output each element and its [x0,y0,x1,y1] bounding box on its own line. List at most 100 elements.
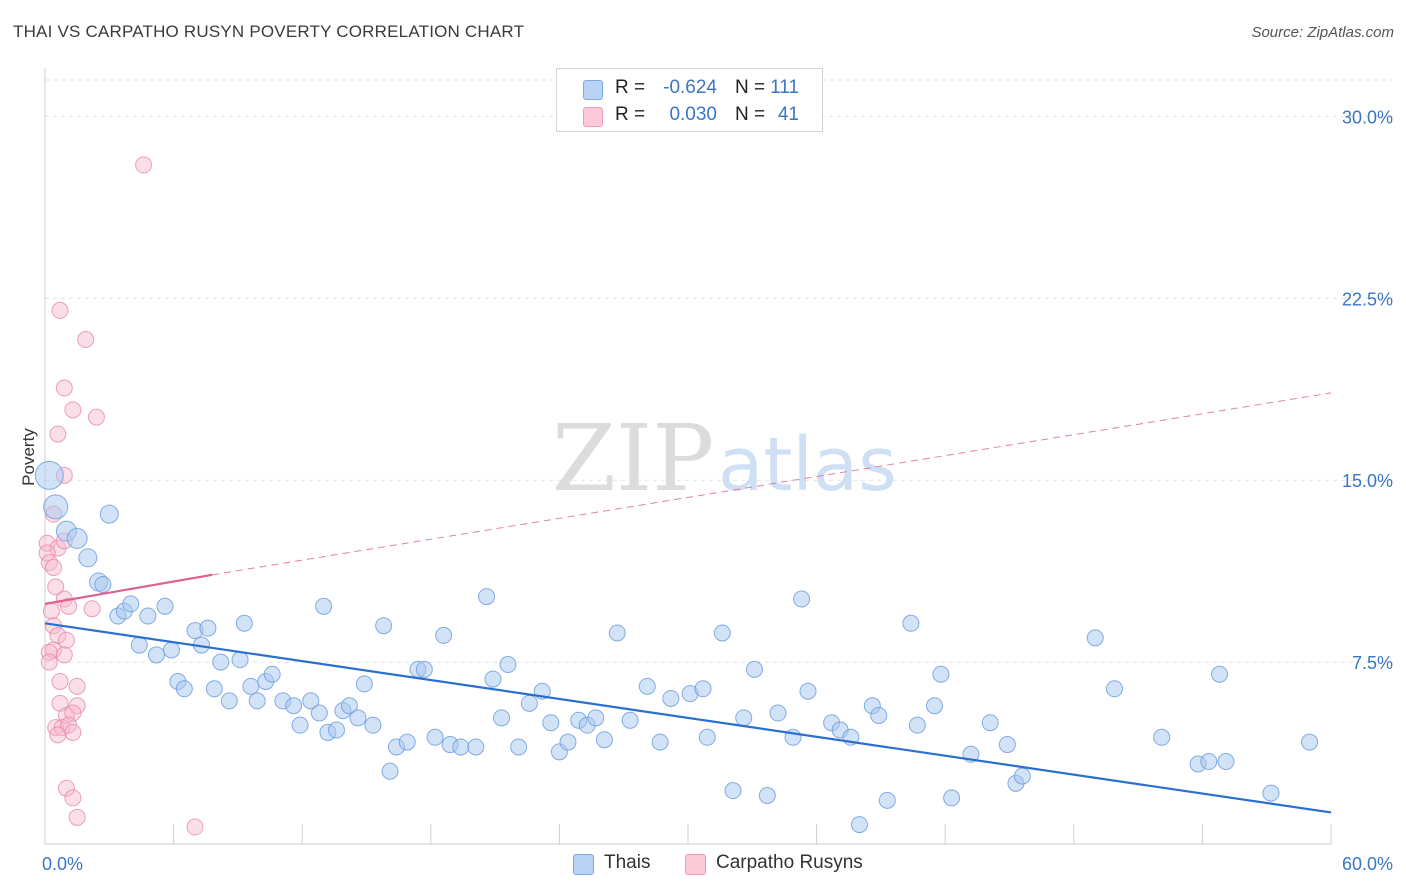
thais-point [943,789,961,807]
carpatho-rusyns-point [77,331,95,349]
thais-point [381,762,399,780]
thais-point [638,677,656,695]
thais-point [484,670,502,688]
carpatho-rusyns-trend-extension [212,392,1332,576]
chart-title: THAI VS CARPATHO RUSYN POVERTY CORRELATI… [13,22,525,41]
legend-row-carpatho-rusyns: R = 0.030 N = 41 [557,103,822,129]
thais-point [199,619,217,637]
thais-point [78,548,98,568]
thais-point [870,706,888,724]
y-tick-label: 7.5% [1352,653,1393,673]
thais-point [932,665,950,683]
thais-point [1301,733,1319,751]
carpatho-rusyns-point [49,726,67,744]
thais-point [1153,728,1171,746]
thais-point [799,682,817,700]
thais-point [66,527,88,549]
carpatho-rusyns-point [51,672,69,690]
legend-n-value: 41 [777,104,799,125]
thais-point [327,721,345,739]
thais-point [908,716,926,734]
carpatho-rusyns-point [40,643,58,661]
watermark-atlas: atlas [718,422,897,508]
thais-point [1262,784,1280,802]
thais-point [981,714,999,732]
thais-point [310,704,328,722]
thais-point [758,786,776,804]
thais-point [850,816,868,834]
legend-n-label: N = [735,104,766,125]
thais-point [559,733,577,751]
thais-point [315,597,333,615]
thais-point [162,641,180,659]
thais-point [248,692,266,710]
thais-point [621,711,639,729]
bottom-legend-label-thais: Thais [604,852,651,873]
carpatho-rusyns-point [64,789,82,807]
carpatho-rusyns-point [42,602,60,620]
stats-legend: R = -0.624 N = 111 R = 0.030 N = 41 [556,68,823,132]
thais-point [745,660,763,678]
x-tick-label: 0.0% [42,854,83,874]
tick-labels: 7.5% 15.0% 22.5% 30.0% 0.0% 60.0% [42,107,1393,874]
thais-point [235,614,253,632]
carpatho-rusyns-point [64,401,82,419]
legend-row-thais: R = -0.624 N = 111 [557,76,822,102]
thais-point [242,677,260,695]
thais-point [1013,767,1031,785]
grid-lines [45,79,1393,663]
y-axis-title: Poverty [19,428,38,486]
thais-point [1200,753,1218,771]
carpatho-rusyns-point [49,425,67,443]
carpatho-rusyns-point [57,631,75,649]
carpatho-rusyns-trend-line [44,573,213,605]
thais-point [698,728,716,746]
thais-point [263,665,281,683]
carpatho-rusyns-points [38,156,204,836]
carpatho-rusyns-point [49,539,67,557]
thais-point [156,597,174,615]
carpatho-rusyns-point [55,646,73,664]
thais-point [435,626,453,644]
legend-r-label: R = [615,104,646,125]
legend-swatch-thais [583,80,603,100]
thais-point [793,590,811,608]
bottom-legend-swatch-carpatho-rusyns [685,854,706,875]
thais-point [231,651,249,669]
thais-point [925,697,943,715]
thais-point [1106,680,1124,698]
carpatho-rusyns-point [186,818,204,836]
thais-point [291,716,309,734]
thais-point [713,624,731,642]
thais-point [510,738,528,756]
thais-point [175,680,193,698]
carpatho-rusyns-point [40,653,58,671]
bottom-legend-swatch-thais [573,854,594,875]
thais-point [478,588,496,606]
y-tick-label: 30.0% [1342,107,1393,127]
thais-point [139,607,157,625]
thais-point [493,709,511,727]
thais-point [769,704,787,722]
carpatho-rusyns-point [57,779,75,797]
thais-point [452,738,470,756]
thais-point [302,692,320,710]
thais-point [878,791,896,809]
thais-point [662,689,680,707]
carpatho-rusyns-point [68,808,86,826]
thais-point [542,714,560,732]
carpatho-rusyns-point [47,578,65,596]
carpatho-rusyns-point [45,559,63,577]
thais-point [205,680,223,698]
thais-point [1086,629,1104,647]
thais-point [122,595,140,613]
thais-point [415,660,433,678]
thais-point [94,575,112,593]
bottom-legend-label-carpatho-rusyns: Carpatho Rusyns [716,852,863,873]
legend-r-value: 0.030 [669,104,717,125]
carpatho-rusyns-point [51,301,69,319]
thais-point [651,733,669,751]
thais-point [499,656,517,674]
carpatho-rusyns-point [64,723,82,741]
